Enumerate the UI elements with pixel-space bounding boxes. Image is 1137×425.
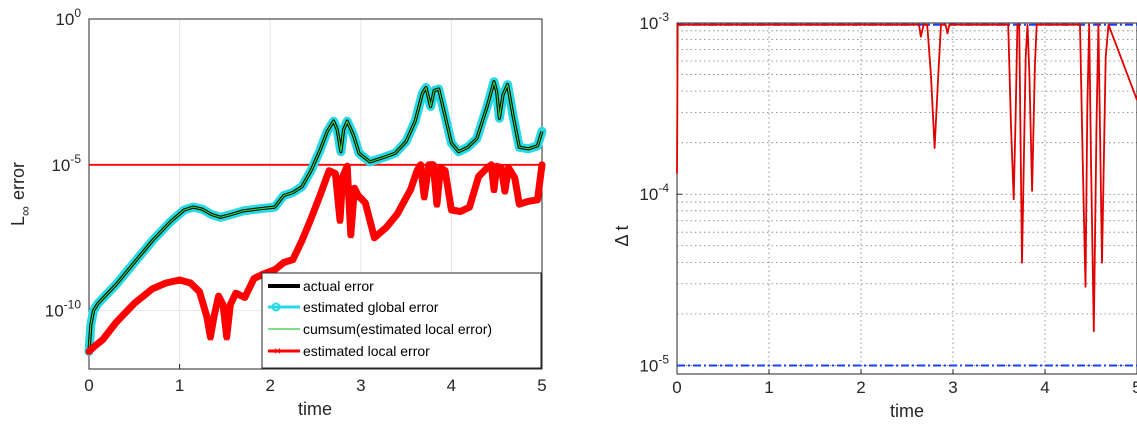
left-tick-label-y: 10-5: [51, 152, 81, 175]
right-plot-area: [676, 22, 1137, 375]
right-tick-label-y: 10-3: [639, 10, 669, 33]
right-tick-label-y: 10-4: [639, 181, 669, 204]
chart-right: 0 1 2 3 4 5 10-5 10-4 10-3 time Δ t: [612, 10, 1137, 421]
right-tick-label-x: 2: [856, 378, 865, 397]
right-tick-label-y: 10-5: [639, 352, 669, 375]
left-x-label: time: [298, 399, 332, 419]
legend-marker-local: ×: [274, 344, 281, 358]
right-y-label: Δ t: [612, 225, 632, 246]
right-series: [676, 23, 1137, 333]
local-error-marker: ×: [336, 214, 343, 228]
right-bounds: [677, 23, 1137, 367]
left-tick-label-x: 4: [447, 376, 456, 395]
left-tick-label-x: 3: [356, 376, 365, 395]
local-error-marker: ×: [207, 331, 214, 345]
left-y-label-group: L∞ error: [8, 162, 33, 226]
left-series: × × × × × × × ×: [84, 77, 547, 356]
left-tick-label-x: 2: [265, 376, 274, 395]
right-tick-label-x: 4: [1040, 378, 1049, 397]
left-y-label-main: L: [8, 216, 28, 226]
right-x-label: time: [890, 401, 924, 421]
local-error-marker: ×: [501, 185, 508, 199]
local-error-marker: ×: [433, 198, 440, 212]
left-tick-label-x: 0: [84, 376, 93, 395]
left-tick-label-x: 1: [175, 376, 184, 395]
legend-box: [261, 272, 542, 369]
legend-label-global: estimated global error: [303, 299, 439, 315]
chart-left: 0 1 2 3 4 5 10-10 10-5 100 × × × × × × × × time L∞ error…: [8, 6, 547, 419]
local-error-marker: ×: [223, 331, 230, 345]
right-tick-label-x: 1: [764, 378, 773, 397]
left-y-label-sub: ∞: [17, 206, 33, 216]
right-tick-label-x: 5: [1132, 378, 1137, 397]
left-y-label-rest: error: [8, 162, 28, 200]
legend-label-cumsum: cumsum(estimated local error): [303, 321, 492, 337]
right-ticks: 0 1 2 3 4 5 10-5 10-4 10-3: [639, 10, 1137, 397]
right-tick-label-x: 3: [948, 378, 957, 397]
left-plot-area: [88, 18, 543, 370]
left-y-label: L∞ error: [8, 162, 33, 226]
legend-item-local: × estimated local error: [268, 343, 430, 359]
legend-label-local: estimated local error: [303, 343, 430, 359]
series-step-size: [676, 23, 1137, 333]
legend-label-actual: actual error: [303, 278, 374, 294]
legend-item-cumsum: cumsum(estimated local error): [268, 321, 492, 337]
right-tick-label-x: 0: [672, 378, 681, 397]
left-tick-label-y: 10-10: [45, 298, 82, 321]
legend-item-actual: actual error: [268, 278, 374, 294]
right-y-label-group: Δ t: [612, 225, 632, 246]
series-cumsum-local-error: [88, 81, 543, 352]
legend-item-global: estimated global error: [268, 299, 439, 315]
series-estimated-local-error: [85, 161, 546, 355]
left-tick-label-x: 5: [537, 376, 546, 395]
legend-marker-global: [271, 302, 281, 312]
legend: actual error estimated global error cums…: [261, 272, 542, 369]
left-tick-label-y: 100: [55, 6, 81, 29]
local-error-marker: ×: [490, 184, 497, 198]
local-error-marker: ×: [421, 191, 428, 205]
right-grid: [676, 22, 1137, 374]
local-error-marker: ×: [347, 229, 354, 243]
